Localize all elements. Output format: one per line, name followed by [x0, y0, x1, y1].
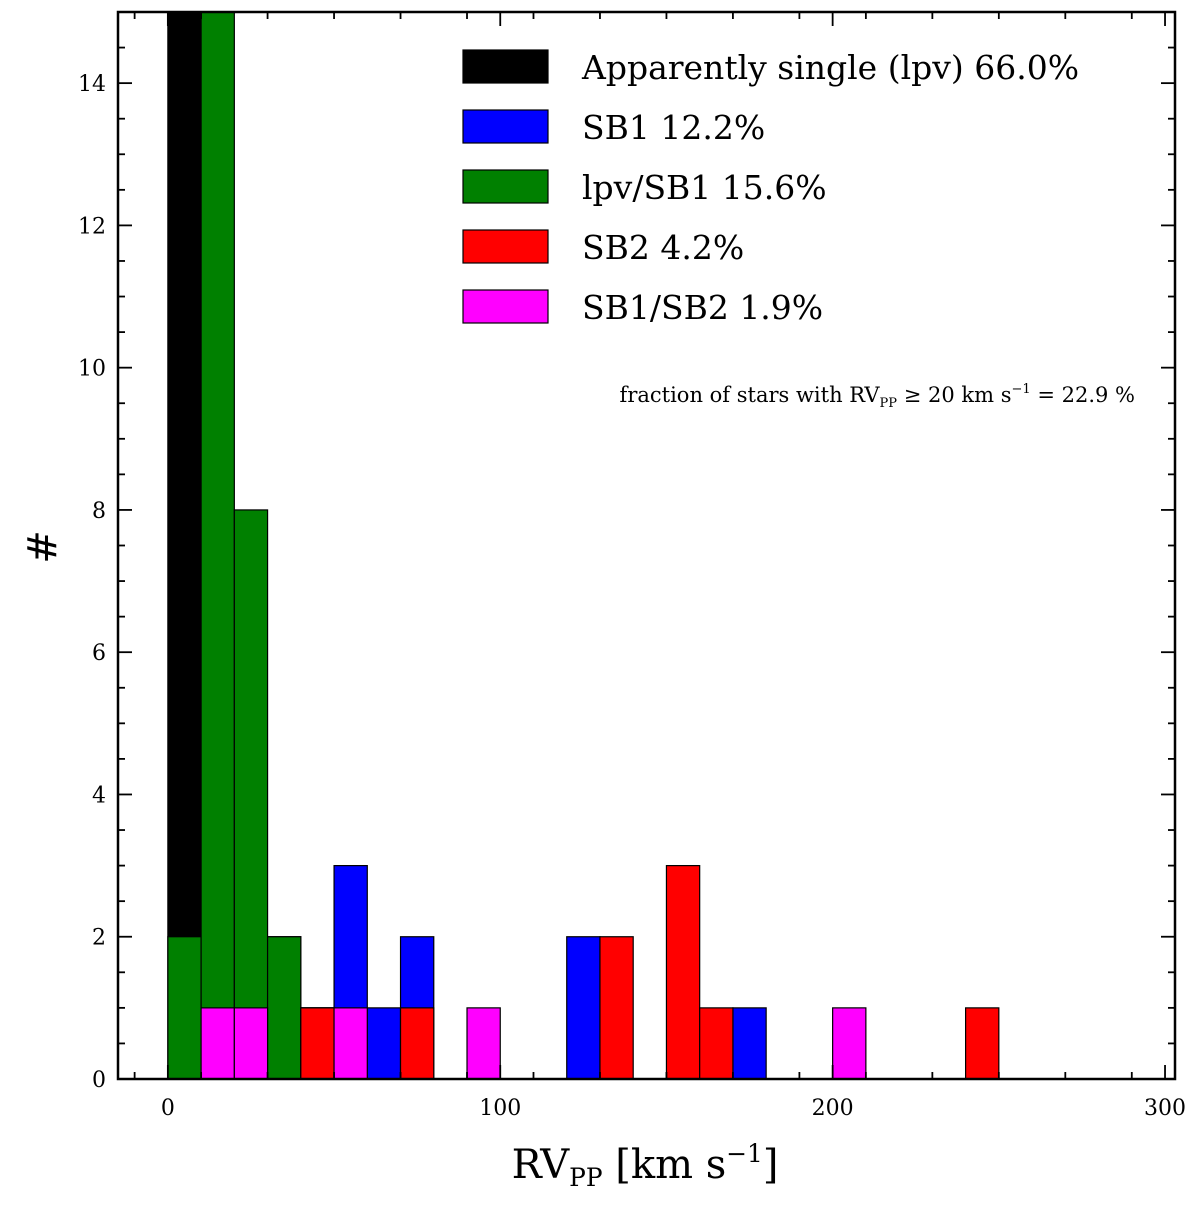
bar-series1-bin-0 [167, 12, 202, 1079]
bar-series2-bin-170 [732, 1007, 767, 1079]
plot-frame [116, 10, 1177, 1081]
y-tick-label: 10 [78, 357, 106, 382]
legend-label-5: SB1/SB2 1.9% [582, 288, 823, 327]
x-axis-title: RVPP [km s−1] [512, 1139, 779, 1192]
x-title-main: RV [512, 1142, 571, 1188]
legend-label-1: Apparently single (lpv) 66.0% [581, 48, 1079, 87]
bar-series3-bin-10 [200, 12, 235, 1079]
x-tick-label: 300 [1144, 1096, 1186, 1121]
bar-series2-bin-120 [566, 936, 601, 1079]
x-tick-label: 100 [479, 1096, 521, 1121]
x-title-bracket-open: [km s [603, 1142, 727, 1188]
bar-series5-bin-20 [233, 1007, 269, 1079]
series-5 [200, 1007, 867, 1079]
annotation-mid: ≥ 20 km s [897, 383, 1011, 407]
tick-labels-layer: 0 100 200 300 0 2 4 6 8 10 12 14 [78, 72, 1186, 1121]
y-tick-label: 0 [92, 1068, 106, 1093]
series-3 [167, 12, 335, 1079]
bar-series3-bin-20 [233, 509, 269, 1079]
bar-series4-bin-70 [399, 1007, 435, 1079]
legend-swatch-2 [462, 109, 549, 144]
legend: Apparently single (lpv) 66.0% SB1 12.2% lp… [462, 48, 1079, 327]
annotation-sup: −1 [1011, 382, 1030, 397]
bar-series5-bin-10 [200, 1007, 235, 1079]
x-tick-label: 200 [812, 1096, 854, 1121]
y-tick-label: 12 [78, 214, 106, 239]
bar-series5-bin-90 [466, 1007, 501, 1079]
y-axis-title: # [20, 530, 66, 564]
bar-series3-bin-30 [266, 936, 302, 1079]
rv-fraction-annotation: fraction of stars with RVPP ≥ 20 km s−1 … [620, 382, 1135, 411]
bar-series4-bin-40 [300, 1007, 335, 1079]
bar-series2-bin-60 [366, 1007, 402, 1079]
annotation-prefix: fraction of stars with RV [620, 383, 881, 407]
x-title-bracket-close: ] [763, 1142, 779, 1188]
annotation-suffix: = 22.9 % [1031, 383, 1135, 407]
bar-series3-bin-0 [167, 936, 202, 1079]
x-title-sup: −1 [726, 1139, 763, 1168]
annotation-sub: PP [880, 396, 898, 411]
x-title-sub: PP [569, 1163, 602, 1192]
legend-swatch-1 [462, 49, 549, 84]
x-tick-label: 0 [161, 1096, 175, 1121]
legend-swatch-3 [462, 169, 549, 204]
legend-label-2: SB1 12.2% [582, 108, 765, 147]
bar-series5-bin-50 [333, 1007, 368, 1079]
bar-series4-bin-150 [665, 864, 701, 1079]
bar-series4-bin-240 [964, 1007, 1000, 1079]
bar-series5-bin-200 [832, 1007, 867, 1079]
bars-layer [167, 12, 1000, 1079]
y-tick-label: 4 [92, 783, 106, 808]
y-tick-label: 8 [92, 499, 106, 524]
legend-swatch-5 [462, 289, 549, 324]
legend-label-4: SB2 4.2% [582, 228, 744, 267]
bar-series4-bin-130 [599, 936, 634, 1079]
legend-label-3: lpv/SB1 15.6% [582, 168, 827, 207]
y-tick-label: 2 [92, 926, 106, 951]
bar-series4-bin-160 [699, 1007, 734, 1079]
y-tick-label: 14 [78, 72, 106, 97]
legend-swatch-4 [462, 229, 549, 264]
y-tick-label: 6 [92, 641, 106, 666]
series-1 [167, 12, 202, 1079]
